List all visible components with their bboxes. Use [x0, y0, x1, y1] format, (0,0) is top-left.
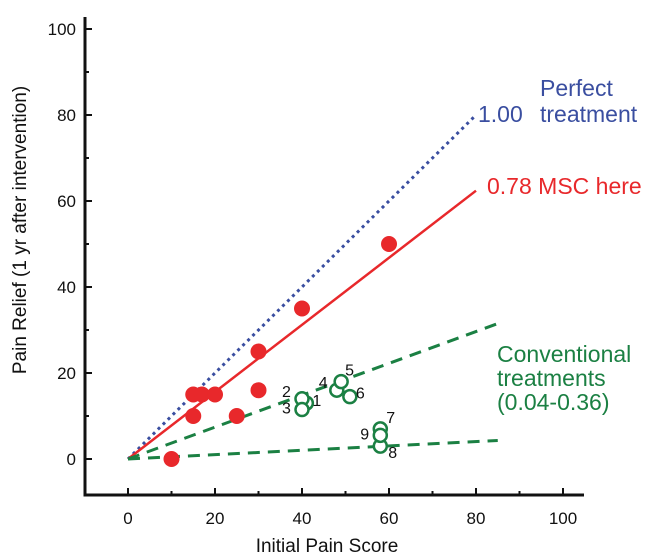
- point-label: 2: [282, 384, 291, 401]
- y-tick-label: 80: [57, 106, 76, 125]
- x-axis-title: Initial Pain Score: [256, 536, 399, 557]
- msc-data-point: [163, 451, 180, 467]
- y-tick-label: 40: [57, 278, 76, 297]
- msc-data-point: [250, 382, 267, 399]
- point-label: 4: [319, 375, 328, 392]
- line-annotation: treatments: [497, 365, 606, 391]
- line-annotation: (0.04-0.36): [497, 389, 610, 415]
- dashed-trend-line: [127, 439, 498, 461]
- point-label: 8: [388, 445, 397, 462]
- point-label: 5: [345, 363, 354, 380]
- dotted-trend-line: [126, 113, 478, 461]
- y-axis-ticks: 0 20 40 60 80 100: [48, 20, 92, 469]
- point-label: 9: [360, 426, 369, 443]
- msc-data-point: [207, 386, 223, 403]
- dashed-trend-line: [127, 322, 499, 461]
- y-tick-label: 0: [67, 450, 76, 469]
- y-axis-title: Pain Relief (1 yr after intervention): [10, 86, 31, 374]
- y-tick-label: 100: [48, 20, 76, 39]
- data-points: 1 23 456 7 8 9: [163, 236, 397, 467]
- msc-data-point: [294, 300, 310, 317]
- point-label: 3: [282, 401, 291, 418]
- axes: [83, 17, 584, 497]
- msc-data-point: [193, 386, 210, 403]
- x-tick-label: 40: [293, 509, 312, 528]
- x-axis-ticks: 0 20 40 60 80 100: [123, 488, 577, 528]
- conventional-data-point: [333, 373, 349, 390]
- y-tick-label: 60: [57, 192, 76, 211]
- conventional-data-point: [294, 401, 310, 418]
- line-annotation: 1.00: [478, 101, 523, 127]
- line-annotation: Conventional: [497, 341, 631, 367]
- line-annotation: 0.78 MSC here: [487, 173, 642, 199]
- solid-trend-line: [127, 189, 477, 460]
- x-tick-label: 60: [380, 509, 399, 528]
- plot-area: 0 20 40 60 80 100 0 20 40 60 80 100 1 23 456 7 8 9 1.00…: [48, 17, 642, 528]
- x-tick-label: 20: [206, 509, 225, 528]
- point-label: 6: [356, 386, 365, 403]
- x-tick-label: 0: [123, 509, 132, 528]
- point-label: 7: [386, 410, 395, 427]
- conventional-data-point: [342, 388, 358, 405]
- msc-data-point: [185, 408, 202, 424]
- x-tick-label: 100: [549, 509, 577, 528]
- conventional-data-point: [372, 427, 389, 444]
- msc-data-point: [228, 408, 245, 424]
- point-label: 1: [312, 393, 321, 410]
- line-annotation: Perfect: [540, 75, 613, 101]
- x-tick-label: 80: [467, 509, 486, 528]
- msc-data-point: [250, 343, 267, 360]
- y-tick-label: 20: [57, 364, 76, 383]
- msc-data-point: [381, 236, 397, 252]
- line-annotation: treatment: [540, 101, 638, 127]
